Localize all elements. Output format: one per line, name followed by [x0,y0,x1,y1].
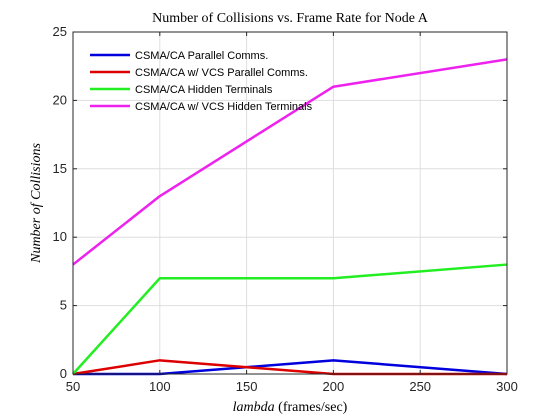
x-tick-label: 50 [66,379,80,394]
x-tick-label: 100 [149,379,171,394]
y-tick-label: 25 [53,24,67,39]
series-line-4 [72,58,508,266]
x-axis-label-variable: lambda [233,400,275,415]
y-tick-label: 5 [60,298,67,313]
legend-label: CSMA/CA w/ VCS Hidden Terminals [135,101,313,113]
x-tick-label: 250 [409,379,431,394]
x-tick-label: 200 [323,379,345,394]
plot-background [73,32,507,374]
x-tick-label: 150 [236,379,258,394]
x-axis-label: lambda (frames/sec) [233,400,348,415]
y-tick-label: 0 [60,366,67,381]
x-axis-label-unit: (frames/sec) [278,400,348,415]
series-line-3 [72,263,508,375]
y-axis-label: Number of Collisions [29,143,44,264]
grid-lines [72,31,508,375]
legend: CSMA/CA Parallel Comms. CSMA/CA w/ VCS Pa… [90,50,313,113]
y-tick-label: 20 [53,92,67,107]
plot-border [72,31,508,375]
legend-label: CSMA/CA w/ VCS Parallel Comms. [135,67,308,79]
legend-label: CSMA/CA Parallel Comms. [135,50,268,62]
axes: 50 100 150 200 250 300 0 5 10 15 20 25 [53,24,518,394]
legend-label: CSMA/CA Hidden Terminals [135,84,273,96]
chart-title: Number of Collisions vs. Frame Rate for … [152,11,429,26]
y-tick-label: 10 [53,229,67,244]
x-tick-label: 300 [496,379,518,394]
y-tick-label: 15 [53,161,67,176]
